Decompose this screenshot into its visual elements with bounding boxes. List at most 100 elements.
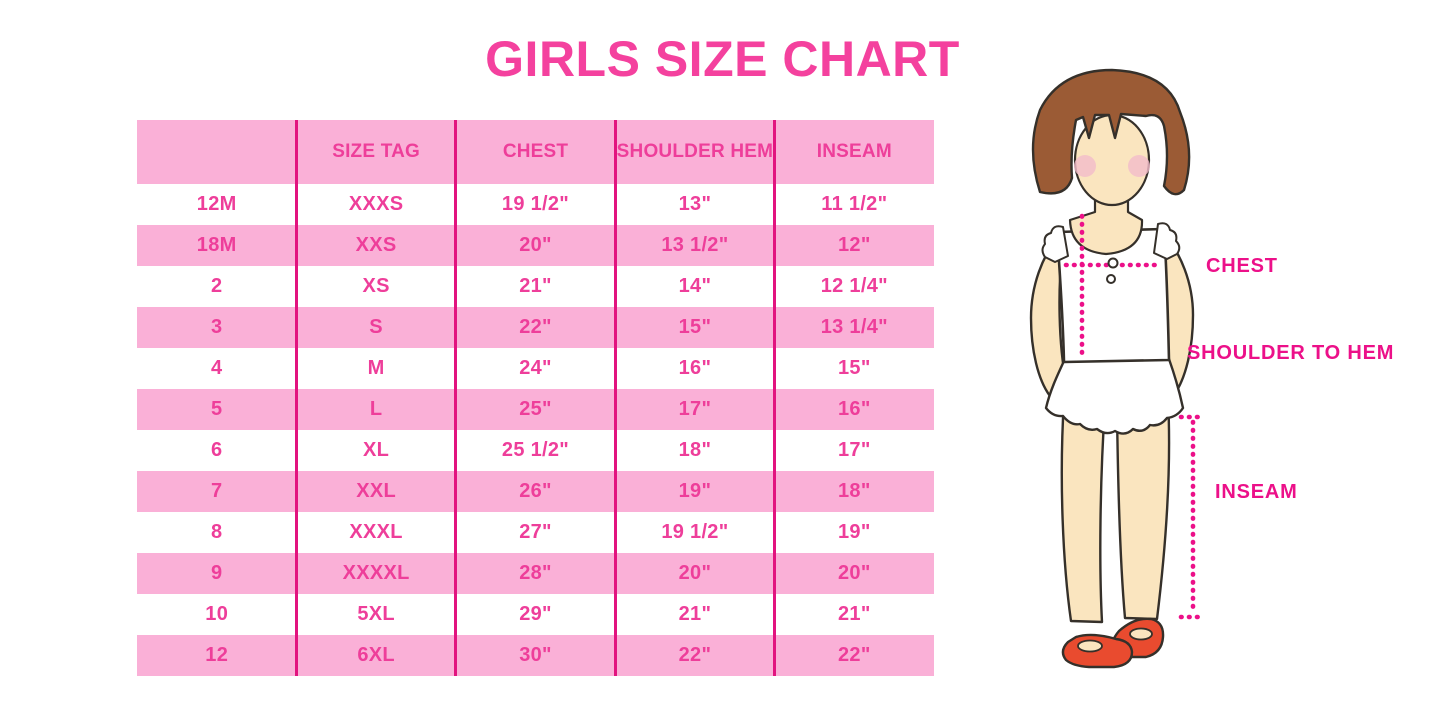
table-row: 7 XXL 26" 19" 18" <box>137 471 934 512</box>
measurement-cell: S <box>369 316 383 338</box>
measurement-cell: 13" <box>678 193 712 215</box>
measurement-cell: XL <box>363 439 390 461</box>
measurement-cell: 24" <box>519 357 552 379</box>
right-shoe-opening <box>1129 627 1153 641</box>
measurement-cell: 12 1/4" <box>820 275 888 297</box>
girl-illustration: CHEST SHOULDER TO HEM INSEAM <box>1029 68 1394 669</box>
size-cell: 3 <box>210 316 223 338</box>
page-title: GIRLS SIZE CHART <box>485 31 960 87</box>
column-divider <box>613 120 617 676</box>
measurement-cell: 18" <box>678 439 712 461</box>
measurement-cell: 20" <box>838 562 871 584</box>
neck-and-neckline <box>1068 192 1144 256</box>
inseam-label: INSEAM <box>1215 481 1298 503</box>
measurement-cell: 19" <box>838 521 871 543</box>
left-leg <box>1060 398 1107 624</box>
measurement-cell: 22" <box>838 644 871 666</box>
size-cell: 4 <box>210 357 223 379</box>
measurement-cell: 26" <box>519 480 552 502</box>
skirt <box>1044 357 1185 435</box>
table-row: 8 XXXL 27" 19 1/2" 19" <box>137 512 934 553</box>
measurement-cell: 30" <box>519 644 552 666</box>
measurement-cell: XS <box>362 275 390 297</box>
measurement-cell: 16" <box>838 398 871 420</box>
top-bodice <box>1055 227 1171 364</box>
measurement-cell: 21" <box>519 275 552 297</box>
size-cell: 9 <box>210 562 223 584</box>
left-shoe-opening <box>1077 639 1103 653</box>
measurement-cell: 11 1/2" <box>821 193 888 215</box>
size-cell: 12M <box>196 193 237 215</box>
measurement-cell: XXL <box>356 480 396 502</box>
size-cell: 12 <box>205 644 229 666</box>
measurement-cell: 19 1/2" <box>661 521 729 543</box>
size-cell: 6 <box>210 439 223 461</box>
table-row: 10 5XL 29" 21" 21" <box>137 594 934 635</box>
measurement-cell: 27" <box>519 521 552 543</box>
measurement-cell: 14" <box>678 275 712 297</box>
column-divider <box>773 120 777 676</box>
table-body: 12M XXXS 19 1/2" 13" 11 1/2" 18M XXS 20" 13 1/2"… <box>137 184 934 676</box>
chest-label: CHEST <box>1206 255 1278 277</box>
measurement-cell: 20" <box>678 562 712 584</box>
table-row: 12M XXXS 19 1/2" 13" 11 1/2" <box>137 184 934 225</box>
right-blush <box>1128 155 1150 177</box>
header-cell-size-tag: SIZE TAG <box>332 141 421 162</box>
measurement-cell: 13 1/2" <box>661 234 729 256</box>
measurement-cell: 29" <box>519 603 552 625</box>
measurement-cell: 19" <box>678 480 712 502</box>
measurement-cell: 21" <box>678 603 712 625</box>
table-row: 3 S 22" 15" 13 1/4" <box>137 307 934 348</box>
measurement-cell: 12" <box>838 234 871 256</box>
measurement-cell: 5XL <box>357 603 395 625</box>
measurement-cell: XXXS <box>348 193 404 215</box>
measurement-cell: 15" <box>678 316 712 338</box>
header-cell-inseam: INSEAM <box>816 141 892 162</box>
measurement-cell: 20" <box>519 234 552 256</box>
table-row: 4 M 24" 16" 15" <box>137 348 934 389</box>
size-cell: 2 <box>210 275 223 297</box>
table-row: 12 6XL 30" 22" 22" <box>137 635 934 676</box>
table-row: 5 L 25" 17" 16" <box>137 389 934 430</box>
girls-size-table: SIZE TAG CHEST SHOULDER HEM INSEAM 12M XX… <box>137 120 934 676</box>
measurement-cell: 28" <box>519 562 552 584</box>
measurement-cell: 18" <box>838 480 871 502</box>
right-leg <box>1115 396 1171 621</box>
right-shoulder-ruffle <box>1153 222 1181 260</box>
measurement-cell: 25" <box>519 398 552 420</box>
size-cell: 7 <box>210 480 223 502</box>
measurement-cell: 16" <box>678 357 712 379</box>
column-divider <box>294 120 298 676</box>
left-shoulder-ruffle <box>1041 225 1069 263</box>
measurement-cell: 22" <box>519 316 552 338</box>
measurement-cell: 17" <box>678 398 712 420</box>
measurement-cell: 13 1/4" <box>820 316 888 338</box>
measurement-cell: XXS <box>355 234 397 256</box>
measurement-cell: 22" <box>678 644 712 666</box>
measurement-cell: XXXL <box>349 521 403 543</box>
header-cell-shoulder-hem: SHOULDER HEM <box>616 141 774 162</box>
hair <box>1031 68 1191 196</box>
table-row: 18M XXS 20" 13 1/2" 12" <box>137 225 934 266</box>
shoulder-to-hem-label: SHOULDER TO HEM <box>1187 342 1394 364</box>
size-cell: 10 <box>205 603 229 625</box>
measurement-cell: 17" <box>838 439 871 461</box>
column-divider <box>454 120 458 676</box>
measurement-cell: 19 1/2" <box>501 193 570 215</box>
table-row: 6 XL 25 1/2" 18" 17" <box>137 430 934 471</box>
measurement-cell: 15" <box>838 357 871 379</box>
size-cell: 5 <box>210 398 223 420</box>
table-header-row: SIZE TAG CHEST SHOULDER HEM INSEAM <box>137 120 934 184</box>
measurement-cell: 6XL <box>357 644 395 666</box>
measurement-cell: L <box>369 398 383 420</box>
measurement-cell: XXXXL <box>342 562 410 584</box>
size-cell: 18M <box>196 234 237 256</box>
table-row: 2 XS 21" 14" 12 1/4" <box>137 266 934 307</box>
header-cell-chest: CHEST <box>502 141 569 162</box>
table-row: 9 XXXXL 28" 20" 20" <box>137 553 934 594</box>
measurement-figure: CHEST SHOULDER TO HEM INSEAM <box>1000 60 1420 723</box>
size-cell: 8 <box>210 521 223 543</box>
measurement-cell: 21" <box>838 603 871 625</box>
measurement-cell: 25 1/2" <box>501 439 570 461</box>
bottom-button <box>1106 274 1116 284</box>
